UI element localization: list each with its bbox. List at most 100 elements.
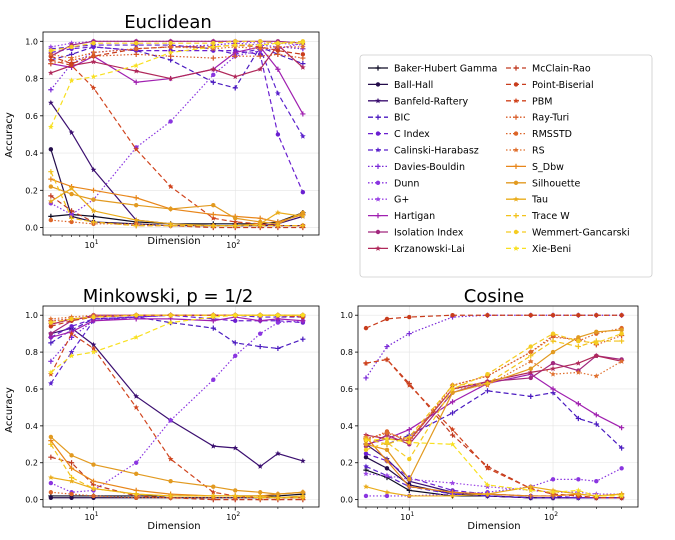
series-line	[50, 187, 303, 227]
data-point	[300, 457, 306, 464]
data-point	[300, 43, 306, 50]
data-point	[210, 66, 217, 72]
data-point	[300, 490, 306, 495]
data-point	[363, 447, 369, 453]
data-point	[133, 45, 140, 52]
series-line	[50, 436, 303, 495]
data-point	[363, 325, 369, 331]
data-point	[449, 426, 456, 432]
series-line	[50, 456, 303, 501]
series-line	[50, 171, 303, 227]
x-tick-label: 102	[544, 511, 558, 522]
legend-entry: Tau	[506, 195, 548, 206]
legend-entry: Point-Biserial	[506, 80, 594, 91]
minkowski-xlabel: Dimension	[147, 521, 200, 532]
data-point	[48, 474, 54, 480]
series-ray-turi	[48, 51, 306, 67]
data-point	[300, 213, 306, 219]
data-point	[48, 99, 54, 106]
data-point	[167, 43, 174, 50]
series-line	[50, 46, 304, 89]
data-point	[133, 491, 139, 497]
data-point	[68, 215, 75, 221]
data-point	[48, 324, 54, 329]
series-point-biserial	[363, 313, 624, 331]
legend-entry: Davies-Bouldin	[368, 162, 465, 173]
data-point	[363, 463, 369, 469]
data-point	[484, 388, 491, 394]
data-point	[300, 52, 306, 57]
data-point	[576, 313, 581, 318]
data-point	[384, 435, 390, 442]
data-point	[407, 477, 412, 482]
data-point	[450, 386, 455, 392]
data-point	[527, 487, 534, 493]
data-point	[90, 213, 97, 219]
legend-entry: Dunn	[368, 178, 419, 189]
data-point	[550, 349, 556, 355]
data-point	[575, 401, 581, 407]
data-point	[48, 490, 54, 495]
data-point	[300, 64, 306, 70]
data-point	[550, 313, 556, 318]
data-point	[275, 40, 281, 46]
data-point	[528, 349, 533, 355]
legend-label: PBM	[532, 96, 552, 107]
legend-entry: Silhouette	[506, 178, 580, 189]
series-line	[50, 46, 303, 59]
data-point	[275, 132, 281, 137]
series-line	[365, 333, 622, 460]
data-point	[300, 495, 306, 501]
data-point	[211, 40, 216, 46]
data-point	[233, 353, 238, 358]
data-point	[257, 39, 263, 44]
data-point	[528, 313, 533, 318]
data-point	[168, 40, 173, 46]
data-point	[210, 215, 217, 221]
legend-label: RS	[532, 146, 545, 157]
data-point	[167, 75, 174, 81]
data-point	[363, 451, 369, 456]
data-point	[449, 480, 456, 486]
plot-frame	[42, 31, 320, 236]
data-point	[133, 217, 140, 223]
data-point	[69, 491, 74, 497]
legend-marker	[513, 97, 519, 104]
data-point	[619, 338, 625, 344]
series-line	[50, 491, 303, 499]
x-tick-label: 101	[85, 511, 99, 522]
data-point	[300, 111, 306, 117]
data-point	[133, 393, 140, 399]
legend-label: Point-Biserial	[532, 80, 594, 91]
data-point	[90, 49, 97, 55]
x-tick-label: 102	[226, 239, 240, 250]
data-point	[68, 185, 75, 191]
legend-label: Calinski-Harabasz	[394, 146, 479, 157]
series-line	[50, 443, 303, 499]
series-line	[50, 40, 303, 48]
y-tick-label: 1.0	[340, 311, 353, 320]
data-point	[91, 314, 96, 320]
legend-label: Trace W	[531, 211, 570, 222]
data-point	[211, 72, 216, 78]
data-point	[48, 380, 54, 386]
legend-entry: Xie-Beni	[506, 244, 571, 255]
data-point	[275, 312, 281, 318]
data-point	[133, 223, 139, 229]
data-point	[300, 40, 306, 46]
y-tick-label: 0.0	[25, 224, 38, 233]
data-point	[90, 341, 97, 348]
data-point	[485, 313, 490, 318]
euclidean-xlabel: Dimension	[147, 236, 200, 247]
data-point	[594, 478, 599, 484]
legend-marker	[375, 163, 381, 169]
data-point	[210, 55, 216, 61]
series-line	[50, 53, 303, 65]
legend-entry: Hartigan	[368, 211, 435, 222]
data-point	[90, 73, 97, 80]
data-point	[232, 340, 238, 346]
data-point	[90, 58, 97, 65]
data-point	[167, 183, 174, 190]
legend-marker	[513, 82, 519, 87]
data-point	[232, 444, 239, 451]
